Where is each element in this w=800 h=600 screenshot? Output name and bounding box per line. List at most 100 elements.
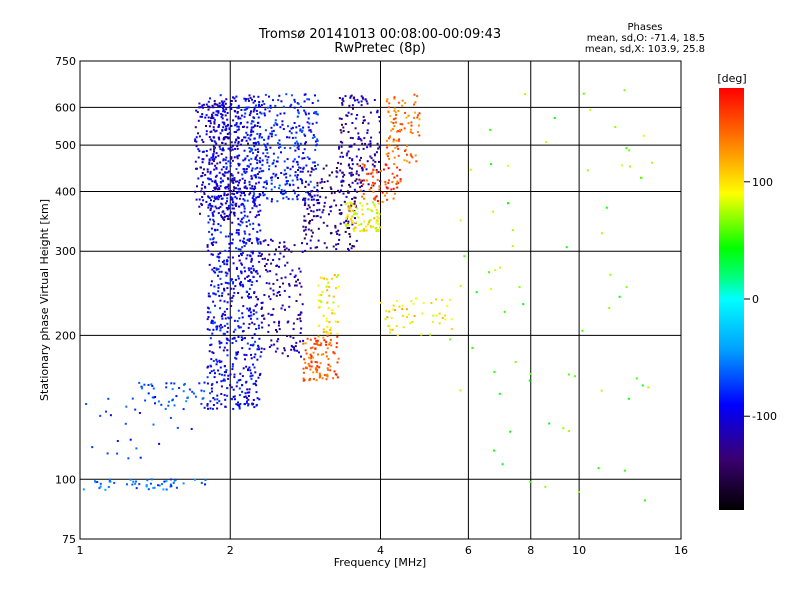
data-point [292, 322, 295, 325]
data-point [243, 207, 246, 210]
data-point [303, 215, 306, 218]
data-point [277, 142, 279, 145]
data-point [376, 171, 379, 174]
data-point [239, 372, 242, 375]
data-point [250, 175, 253, 178]
data-point [290, 103, 293, 106]
data-point [182, 390, 185, 393]
data-point [206, 382, 209, 385]
data-point [490, 163, 492, 166]
data-point [276, 123, 279, 126]
data-point [356, 114, 359, 116]
data-point [213, 267, 216, 269]
data-point [307, 204, 310, 207]
data-point [316, 139, 319, 142]
data-point [270, 135, 273, 138]
data-point [231, 256, 234, 259]
data-point [264, 108, 267, 111]
data-point [257, 327, 260, 330]
data-point [488, 271, 491, 274]
data-point [226, 197, 229, 200]
data-point [242, 305, 245, 308]
data-point [365, 100, 368, 103]
data-point [253, 201, 256, 204]
data-point [305, 233, 308, 236]
data-point [218, 145, 221, 148]
data-point [364, 142, 367, 145]
data-point [296, 176, 299, 179]
data-point [236, 145, 239, 148]
data-point [252, 152, 254, 155]
data-point [311, 122, 314, 125]
data-point [336, 233, 339, 235]
data-point [99, 482, 102, 485]
data-point [259, 242, 262, 245]
data-point [243, 230, 246, 233]
data-point [373, 203, 376, 206]
data-point [192, 392, 195, 395]
data-point [288, 284, 291, 287]
data-point [355, 239, 358, 242]
data-point [294, 174, 297, 177]
data-point [393, 176, 396, 179]
data-point [356, 98, 359, 101]
data-point [291, 136, 294, 139]
data-point [264, 257, 266, 260]
data-point [263, 114, 266, 117]
data-point [232, 262, 235, 265]
data-point [237, 277, 240, 280]
data-point [272, 172, 275, 175]
data-point [265, 282, 268, 285]
data-point [398, 168, 401, 171]
data-point [348, 249, 350, 252]
data-point [315, 112, 318, 115]
data-point [459, 219, 462, 222]
data-point [226, 112, 229, 114]
data-point [257, 151, 260, 153]
data-point [252, 399, 255, 401]
data-point [221, 260, 224, 263]
data-point [237, 379, 240, 382]
data-point [324, 196, 327, 199]
data-point [341, 102, 344, 105]
data-point [306, 98, 309, 101]
data-point [235, 403, 238, 406]
data-point [293, 98, 296, 101]
data-point [206, 311, 209, 314]
data-point [238, 259, 241, 262]
data-point [248, 366, 251, 369]
data-point [366, 202, 369, 205]
data-point [210, 130, 213, 133]
data-point [328, 321, 331, 324]
data-point [272, 259, 275, 261]
data-point [220, 393, 223, 395]
data-point [186, 396, 189, 399]
data-point [211, 162, 214, 165]
data-point [268, 95, 270, 98]
data-point [347, 208, 350, 211]
data-point [257, 95, 260, 98]
data-point [335, 167, 338, 169]
data-point [342, 100, 345, 103]
data-point [232, 207, 235, 210]
data-point [240, 211, 243, 214]
data-point [223, 121, 226, 124]
data-point [351, 245, 354, 247]
data-point [384, 318, 387, 321]
data-point [254, 148, 257, 151]
data-point [449, 298, 452, 301]
data-point [309, 368, 312, 371]
data-point [233, 177, 236, 179]
data-point [314, 94, 316, 97]
data-point [260, 170, 263, 173]
data-point [305, 191, 307, 194]
data-point [311, 195, 314, 198]
data-point [308, 98, 311, 101]
data-point [252, 199, 255, 202]
data-point [256, 298, 259, 301]
data-point [195, 109, 198, 112]
data-point [272, 308, 275, 311]
data-point [223, 379, 226, 382]
data-point [261, 253, 263, 256]
data-point [208, 295, 211, 298]
